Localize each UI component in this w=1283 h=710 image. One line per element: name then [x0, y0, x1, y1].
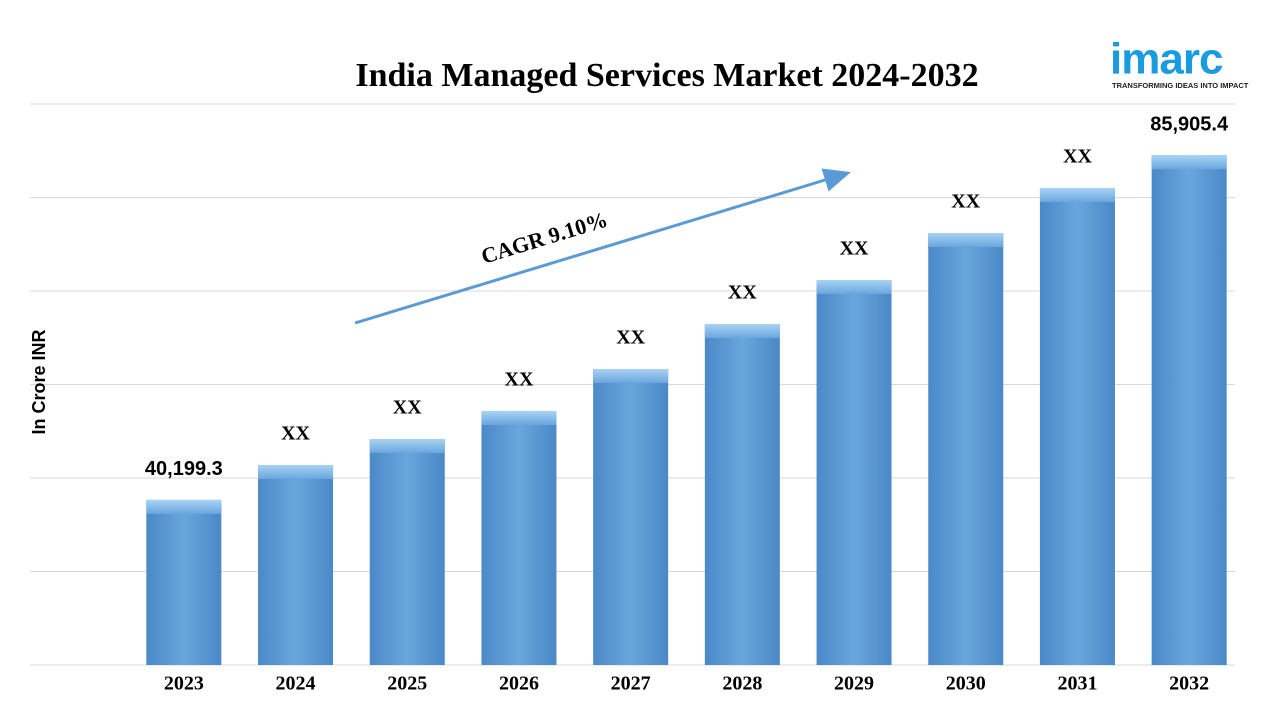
data-label: XX — [393, 397, 422, 419]
x-tick-label: 2031 — [1057, 673, 1097, 695]
data-label: XX — [728, 282, 757, 304]
bar-cap — [593, 369, 669, 384]
data-label: XX — [840, 238, 869, 260]
bar-cap — [816, 279, 892, 294]
logo-name: imarc — [1110, 35, 1223, 84]
bar — [258, 465, 334, 665]
bar — [593, 369, 669, 665]
bar — [704, 324, 780, 665]
x-tick-label: 2026 — [499, 673, 539, 695]
bar — [928, 233, 1004, 665]
bar — [369, 439, 445, 665]
bar — [1151, 155, 1227, 666]
x-tick-label: 2029 — [834, 673, 874, 695]
logo: imarc TRANSFORMING IDEAS INTO IMPACT — [1110, 35, 1249, 90]
data-label: XX — [951, 191, 980, 213]
x-tick-label: 2030 — [946, 673, 986, 695]
bar-cap — [369, 439, 445, 454]
x-tick-label: 2025 — [387, 673, 427, 695]
data-label: XX — [281, 423, 310, 445]
logo-tagline: TRANSFORMING IDEAS INTO IMPACT — [1112, 81, 1249, 90]
y-axis-label: In Crore INR — [29, 329, 49, 434]
cagr-annotation: CAGR 9.10% — [478, 207, 610, 269]
bar-cap — [704, 324, 780, 339]
bar-cap — [928, 233, 1004, 248]
x-tick-label: 2028 — [722, 673, 762, 695]
bar — [481, 410, 557, 665]
x-tick-label: 2024 — [276, 673, 316, 695]
x-tick-label: 2032 — [1169, 673, 1209, 695]
bar-cap — [1039, 187, 1115, 202]
chart-title: India Managed Services Market 2024-2032 — [355, 57, 978, 94]
bar — [816, 279, 892, 665]
bar-cap — [146, 499, 222, 514]
data-label: 40,199.3 — [145, 458, 223, 480]
data-label: 85,905.4 — [1150, 114, 1229, 136]
data-label: XX — [616, 327, 645, 349]
bar-cap — [258, 465, 334, 480]
data-label: XX — [505, 369, 534, 391]
bar-cap — [1151, 155, 1227, 170]
data-label: XX — [1063, 146, 1092, 168]
cagr-arrow — [354, 168, 851, 325]
bar — [146, 499, 222, 665]
bar-cap — [481, 410, 557, 425]
x-tick-label: 2027 — [611, 673, 651, 695]
bar — [1039, 187, 1115, 665]
x-tick-label: 2023 — [164, 673, 204, 695]
